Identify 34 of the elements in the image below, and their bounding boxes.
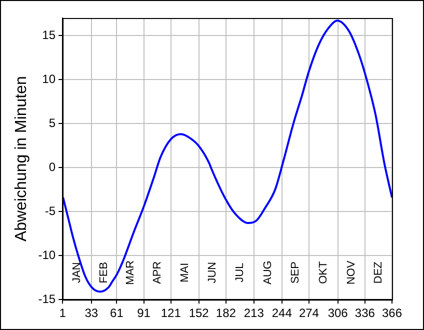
- y-tick-label: 0: [48, 160, 56, 174]
- y-tick-label: -15: [38, 292, 56, 306]
- annotation: APR: [151, 261, 164, 284]
- y-tick-label: 10: [42, 72, 56, 86]
- x-tick-label: 366: [382, 306, 402, 320]
- x-tick-label: 274: [298, 306, 320, 320]
- x-tick-label: 152: [188, 306, 210, 320]
- x-tick-label: 121: [160, 306, 182, 320]
- x-tick-label: 336: [354, 306, 376, 320]
- annotation: OKT: [317, 261, 330, 284]
- annotation: JUN: [206, 262, 218, 284]
- annotation: MAI: [178, 262, 191, 282]
- annotation: DEZ: [372, 261, 384, 284]
- annotation: AUG: [262, 260, 274, 285]
- annotation: SEP: [289, 262, 302, 284]
- x-tick-label: 182: [216, 306, 236, 320]
- y-tick-label: -5: [44, 204, 56, 218]
- annotation: JUL: [234, 262, 246, 282]
- x-tick-label: 213: [244, 306, 264, 320]
- annotation: FEB: [98, 262, 110, 284]
- annotation: JAN: [71, 262, 84, 283]
- annotation: MAR: [124, 260, 136, 285]
- annotation: NOV: [345, 260, 358, 285]
- x-tick-label: 1: [59, 306, 66, 320]
- line-series: [62, 20, 392, 293]
- x-tick-label: 244: [272, 306, 292, 320]
- y-tick-label: 15: [42, 28, 56, 42]
- x-tick-label: 306: [328, 306, 348, 320]
- x-tick-label: 91: [137, 306, 151, 320]
- x-tick-label: 33: [84, 306, 98, 320]
- y-tick-label: -10: [38, 248, 56, 262]
- y-axis-title: Abweichung in Minuten: [13, 76, 30, 242]
- y-tick-label: 5: [48, 116, 56, 130]
- x-tick-label: 61: [110, 306, 124, 320]
